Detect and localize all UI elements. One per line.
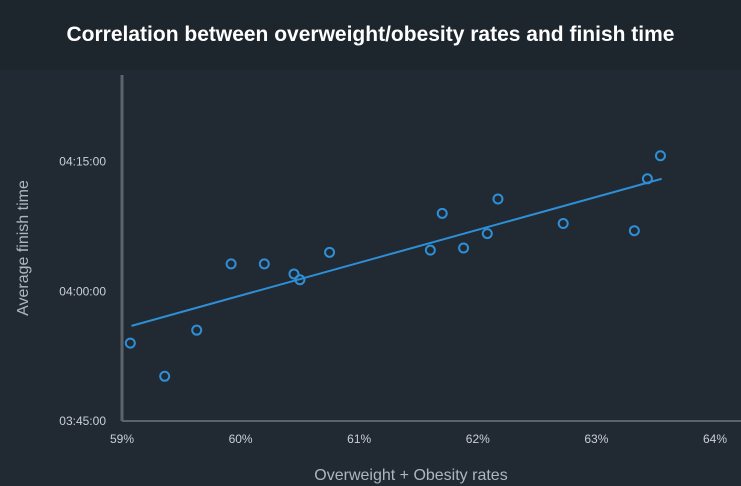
y-tick-label: 04:00:00 bbox=[59, 284, 106, 298]
y-tick-label: 03:45:00 bbox=[59, 414, 106, 428]
data-point bbox=[258, 258, 270, 270]
x-tick-label: 64% bbox=[703, 432, 727, 446]
data-point bbox=[288, 268, 300, 280]
data-point bbox=[641, 173, 653, 185]
data-point bbox=[481, 228, 493, 240]
data-point bbox=[424, 244, 436, 256]
x-tick-label: 61% bbox=[347, 432, 371, 446]
data-point bbox=[458, 242, 470, 254]
data-point bbox=[124, 337, 136, 349]
data-point bbox=[436, 207, 448, 219]
x-axis-title: Overweight + Obesity rates bbox=[314, 467, 507, 484]
x-tick-label: 62% bbox=[466, 432, 490, 446]
title-band: Correlation between overweight/obesity r… bbox=[0, 0, 741, 70]
data-point bbox=[628, 225, 640, 237]
data-point bbox=[159, 370, 171, 382]
data-point bbox=[191, 324, 203, 336]
data-point bbox=[492, 193, 504, 205]
data-point bbox=[654, 150, 666, 162]
data-point bbox=[294, 274, 306, 286]
x-tick-label: 63% bbox=[584, 432, 608, 446]
x-tick-label: 59% bbox=[110, 432, 134, 446]
y-tick-label: 04:15:00 bbox=[59, 155, 106, 169]
y-axis-title: Average finish time bbox=[15, 180, 32, 316]
data-point bbox=[225, 258, 237, 270]
chart-title: Correlation between overweight/obesity r… bbox=[66, 23, 675, 46]
data-point bbox=[324, 246, 336, 258]
x-tick-label: 60% bbox=[229, 432, 253, 446]
data-point bbox=[557, 217, 569, 229]
trendline bbox=[131, 177, 662, 327]
